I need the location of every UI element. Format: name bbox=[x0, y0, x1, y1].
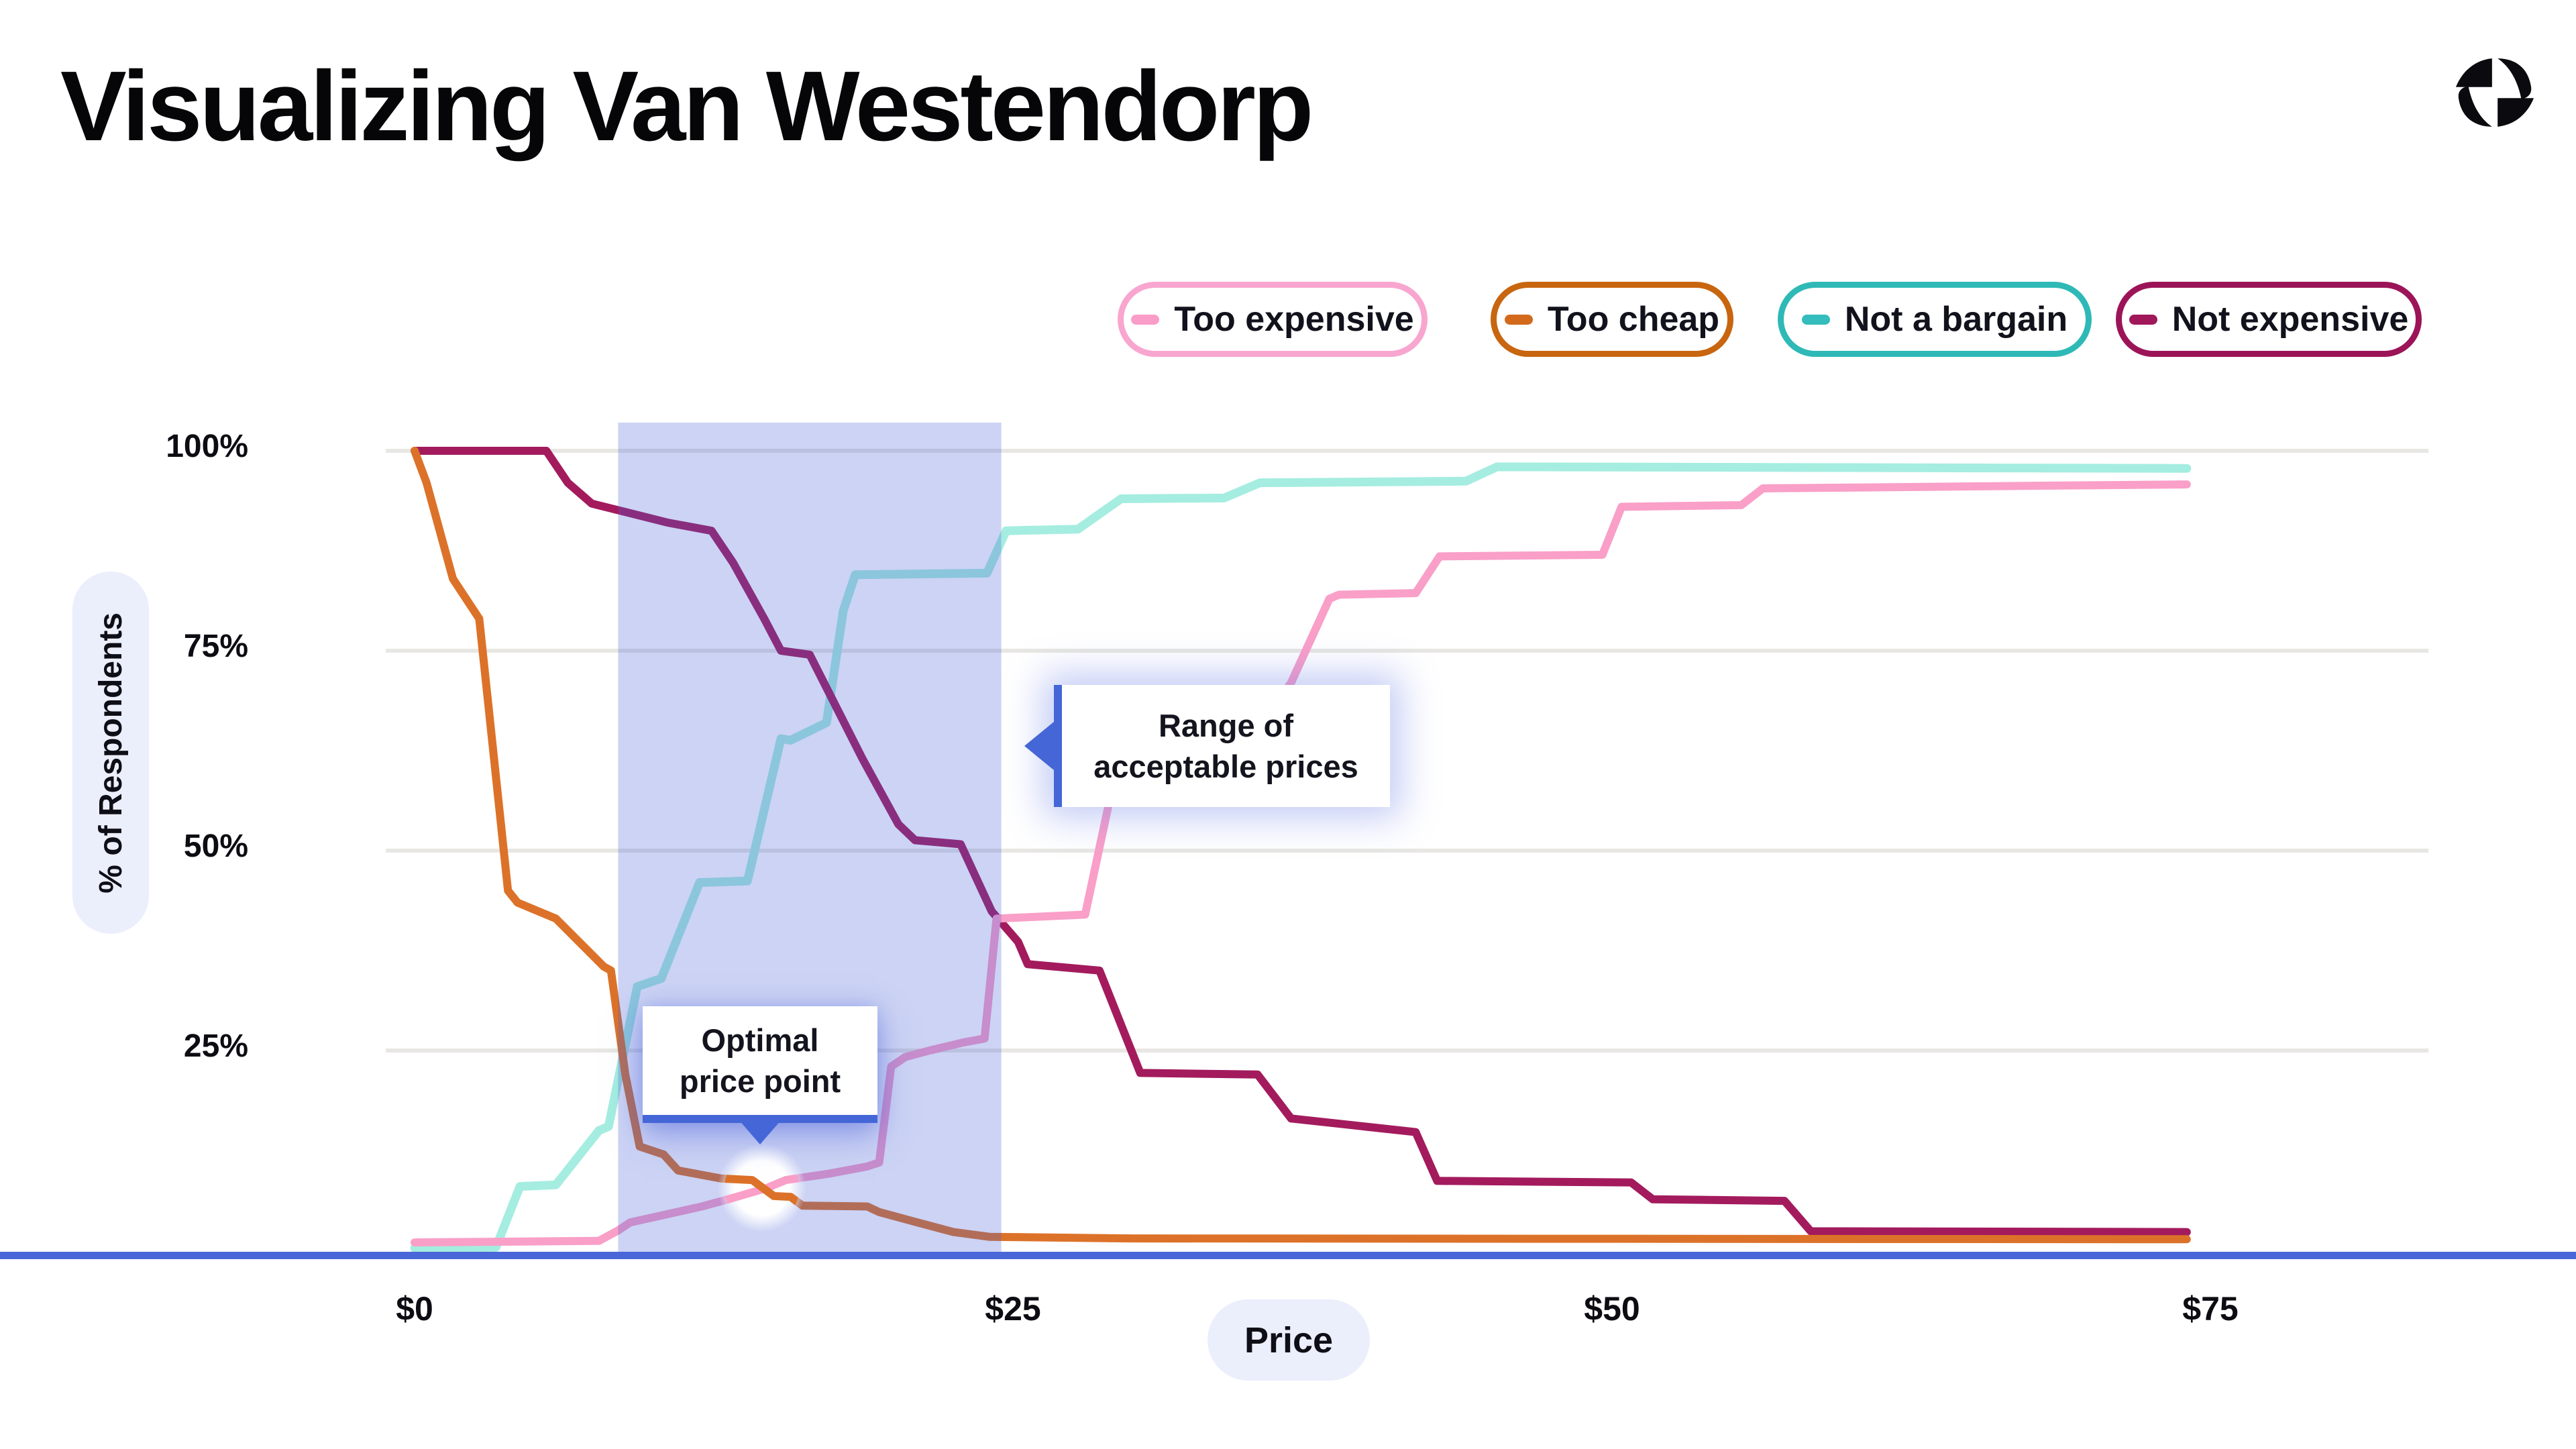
x-tick-25: $25 bbox=[985, 1290, 1041, 1328]
recraft-logo-icon bbox=[2455, 58, 2534, 127]
legend-swatch-too-expensive bbox=[1131, 314, 1160, 325]
x-axis-label-pill: Price bbox=[1208, 1299, 1370, 1381]
x-tick-50: $50 bbox=[1584, 1290, 1640, 1328]
page-title: Visualizing Van Westendorp bbox=[60, 51, 1313, 162]
arrow-down-icon bbox=[735, 1115, 786, 1144]
legend-item-too-expensive: Too expensive bbox=[1118, 282, 1428, 357]
y-axis-label: % of Respondents bbox=[93, 612, 129, 894]
x-axis-label: Price bbox=[1244, 1320, 1334, 1360]
y-tick-50: 50% bbox=[183, 828, 248, 864]
x-tick-75: $75 bbox=[2182, 1290, 2239, 1328]
x-tick-0: $0 bbox=[396, 1290, 433, 1328]
legend-swatch-not-a-bargain bbox=[1801, 314, 1830, 325]
y-axis-label-pill: % of Respondents bbox=[72, 572, 149, 934]
y-tick-25: 25% bbox=[183, 1028, 248, 1064]
legend-label: Not a bargain bbox=[1844, 300, 2068, 339]
acceptable-price-range-label: Range of acceptable prices bbox=[1093, 707, 1358, 784]
legend-label: Too cheap bbox=[1547, 300, 1720, 339]
legend-swatch-not-expensive bbox=[2129, 314, 2157, 325]
legend-label: Too expensive bbox=[1174, 300, 1414, 339]
optimal-price-point-callout: Optimal price point bbox=[643, 1006, 877, 1144]
legend-item-too-cheap: Too cheap bbox=[1491, 282, 1733, 357]
arrow-left-icon bbox=[1024, 722, 1054, 770]
acceptable-price-range-callout: Range of acceptable prices bbox=[1024, 685, 1390, 807]
optimal-price-point-label: Optimal price point bbox=[679, 1022, 841, 1099]
legend-label: Not expensive bbox=[2171, 300, 2409, 339]
legend-item-not-a-bargain: Not a bargain bbox=[1778, 282, 2092, 357]
y-tick-100: 100% bbox=[166, 429, 248, 464]
legend-item-not-expensive: Not expensive bbox=[2116, 282, 2422, 357]
legend-swatch-too-cheap bbox=[1504, 314, 1533, 325]
y-tick-75: 75% bbox=[183, 629, 248, 664]
